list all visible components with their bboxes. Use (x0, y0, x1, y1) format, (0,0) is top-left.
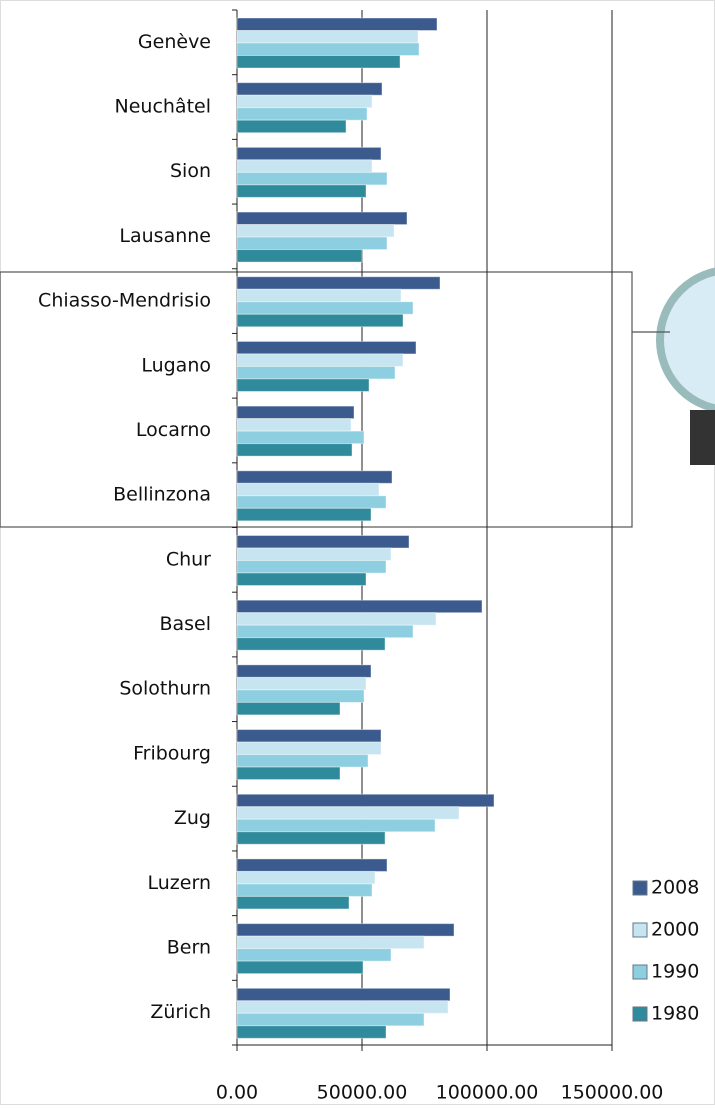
bar (236, 146, 382, 161)
bar (236, 870, 376, 885)
legend-label: 2008 (651, 877, 699, 899)
x-tick-label: 100000.00 (436, 1082, 539, 1104)
x-tick-label: 150000.00 (561, 1082, 664, 1104)
bar (236, 171, 388, 186)
bar (236, 741, 382, 756)
bar (236, 806, 460, 820)
y-tick-label: Fribourg (133, 742, 211, 764)
legend-label: 1990 (651, 961, 699, 983)
bar (236, 935, 425, 950)
y-tick-label: Sion (170, 160, 211, 182)
bar (236, 599, 483, 614)
bar (236, 119, 347, 134)
bar (236, 701, 341, 716)
bar (236, 495, 387, 509)
legend-swatch (632, 880, 648, 896)
bar (236, 560, 387, 574)
bar (236, 430, 365, 445)
bar (236, 211, 408, 226)
bar (236, 236, 388, 251)
bar (236, 276, 441, 290)
bar (236, 405, 355, 420)
bar (236, 729, 382, 743)
bar (236, 664, 372, 678)
y-tick-label: Bern (167, 936, 211, 958)
legend-label: 2000 (651, 919, 699, 941)
y-tick-label: Lugano (141, 354, 211, 376)
bar (236, 689, 365, 703)
bar (236, 482, 380, 497)
bar (236, 55, 401, 69)
y-tick-label: Solothurn (119, 678, 211, 700)
bar (236, 82, 383, 96)
y-tick-label: Zürich (150, 1001, 211, 1023)
x-tick-label: 50000.00 (317, 1082, 408, 1104)
bar (236, 353, 404, 367)
bar (236, 42, 420, 56)
legend-swatch (632, 1006, 648, 1022)
bar (236, 754, 369, 768)
bar (236, 184, 367, 198)
bar (236, 507, 372, 522)
bar (236, 535, 410, 549)
bar (236, 30, 419, 44)
bar (236, 159, 373, 173)
bar (236, 766, 341, 781)
bar (236, 288, 402, 303)
bar (236, 948, 392, 962)
y-tick-label: Genève (138, 31, 211, 53)
bar (236, 378, 370, 392)
bar (236, 1000, 449, 1014)
bar (236, 224, 395, 238)
bar (236, 624, 414, 639)
bar (236, 94, 373, 109)
x-tick-label: 0.00 (216, 1082, 258, 1104)
bar (236, 987, 451, 1002)
bar (236, 883, 373, 897)
bar (236, 1012, 425, 1027)
highlight-box (0, 271, 633, 528)
y-tick-label: Lausanne (119, 225, 211, 247)
magnifier (656, 267, 715, 465)
bar (236, 831, 386, 845)
y-tick-label: Zug (174, 807, 211, 829)
bar (236, 818, 436, 833)
bar (236, 960, 364, 975)
bar (236, 612, 437, 626)
bar (236, 637, 386, 651)
bar (236, 793, 495, 808)
bar (236, 470, 393, 484)
legend-label: 1980 (651, 1003, 699, 1025)
bar (236, 107, 368, 121)
bar (236, 572, 367, 586)
legend-swatch (632, 964, 648, 980)
bar (236, 17, 438, 31)
y-tick-label: Bellinzona (113, 484, 211, 506)
bar (236, 313, 404, 328)
bar (236, 365, 396, 380)
y-tick-label: Luzern (148, 872, 211, 894)
bar (236, 418, 352, 432)
y-tick-label: Chur (166, 548, 211, 570)
y-tick-label: Locarno (136, 419, 211, 441)
y-tick-label: Basel (159, 613, 211, 635)
y-tick-label: Chiasso-Mendrisio (38, 290, 211, 312)
bar (236, 547, 392, 561)
bar (236, 923, 455, 937)
bar (236, 301, 414, 315)
bar (236, 249, 363, 263)
bar (236, 676, 367, 691)
bar (236, 858, 388, 872)
legend-swatch (632, 922, 648, 938)
bar (236, 1025, 387, 1039)
y-tick-label: Neuchâtel (115, 96, 212, 118)
bar (236, 895, 350, 910)
bar (236, 340, 417, 355)
bar (236, 443, 353, 457)
